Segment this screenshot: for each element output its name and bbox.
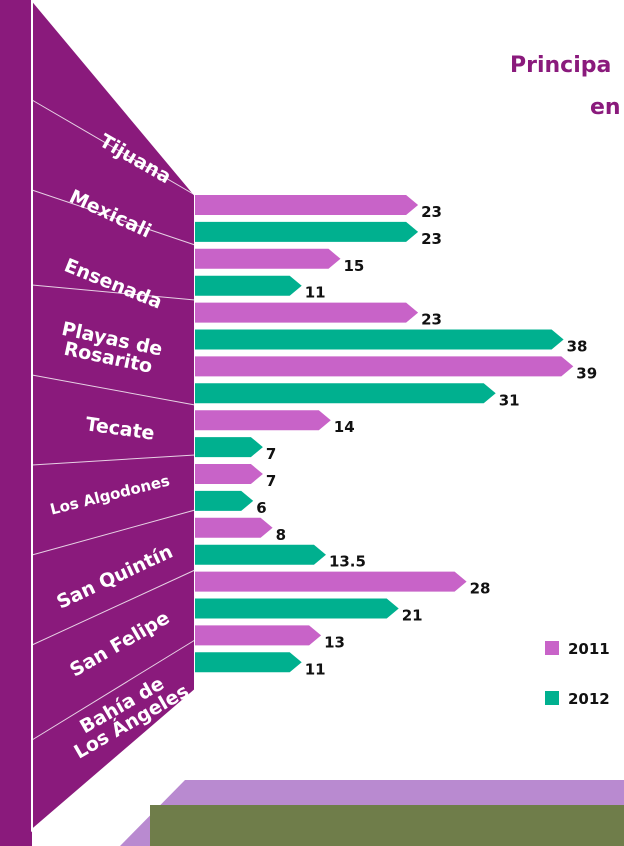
label-panel [31, 0, 196, 833]
data-label: 11 [305, 284, 326, 302]
data-label: 23 [421, 311, 442, 329]
bar [195, 195, 419, 215]
data-label: 11 [305, 660, 326, 678]
data-label: 31 [499, 391, 520, 409]
data-label: 39 [576, 364, 597, 382]
data-label: 8 [276, 526, 286, 544]
data-label: 38 [567, 338, 588, 356]
side-band [0, 0, 32, 846]
subtitle: en [590, 95, 621, 120]
bar [195, 464, 263, 484]
title: Principa [510, 53, 611, 78]
bar [195, 517, 273, 538]
data-label: 7 [266, 472, 276, 490]
legend-label: 2012 [568, 690, 610, 708]
bar [195, 571, 467, 592]
bar [195, 437, 263, 458]
photo-strip [150, 805, 624, 846]
data-label: 21 [402, 607, 423, 625]
dividers [31, 99, 196, 741]
bar [195, 598, 399, 619]
bar [195, 410, 331, 431]
data-label: 23 [421, 230, 442, 248]
data-label: 28 [470, 580, 491, 598]
data-label: 13 [324, 633, 345, 651]
bar [195, 302, 419, 323]
data-label: 15 [344, 257, 365, 275]
data-label: 7 [266, 445, 276, 463]
legend-swatch [545, 641, 559, 655]
data-label: 23 [421, 203, 442, 221]
legend-swatch [545, 691, 559, 705]
bar [195, 221, 419, 242]
data-label: 14 [334, 418, 355, 436]
bar [195, 329, 564, 350]
bar [195, 490, 254, 511]
data-label: 6 [256, 499, 266, 517]
data-label: 13.5 [329, 553, 366, 571]
bar [195, 383, 496, 404]
bar [195, 544, 326, 565]
bar [195, 652, 302, 673]
bar [195, 625, 322, 646]
bar [195, 248, 341, 269]
bar [195, 275, 302, 296]
legend-label: 2011 [568, 640, 610, 658]
bar [195, 356, 574, 377]
